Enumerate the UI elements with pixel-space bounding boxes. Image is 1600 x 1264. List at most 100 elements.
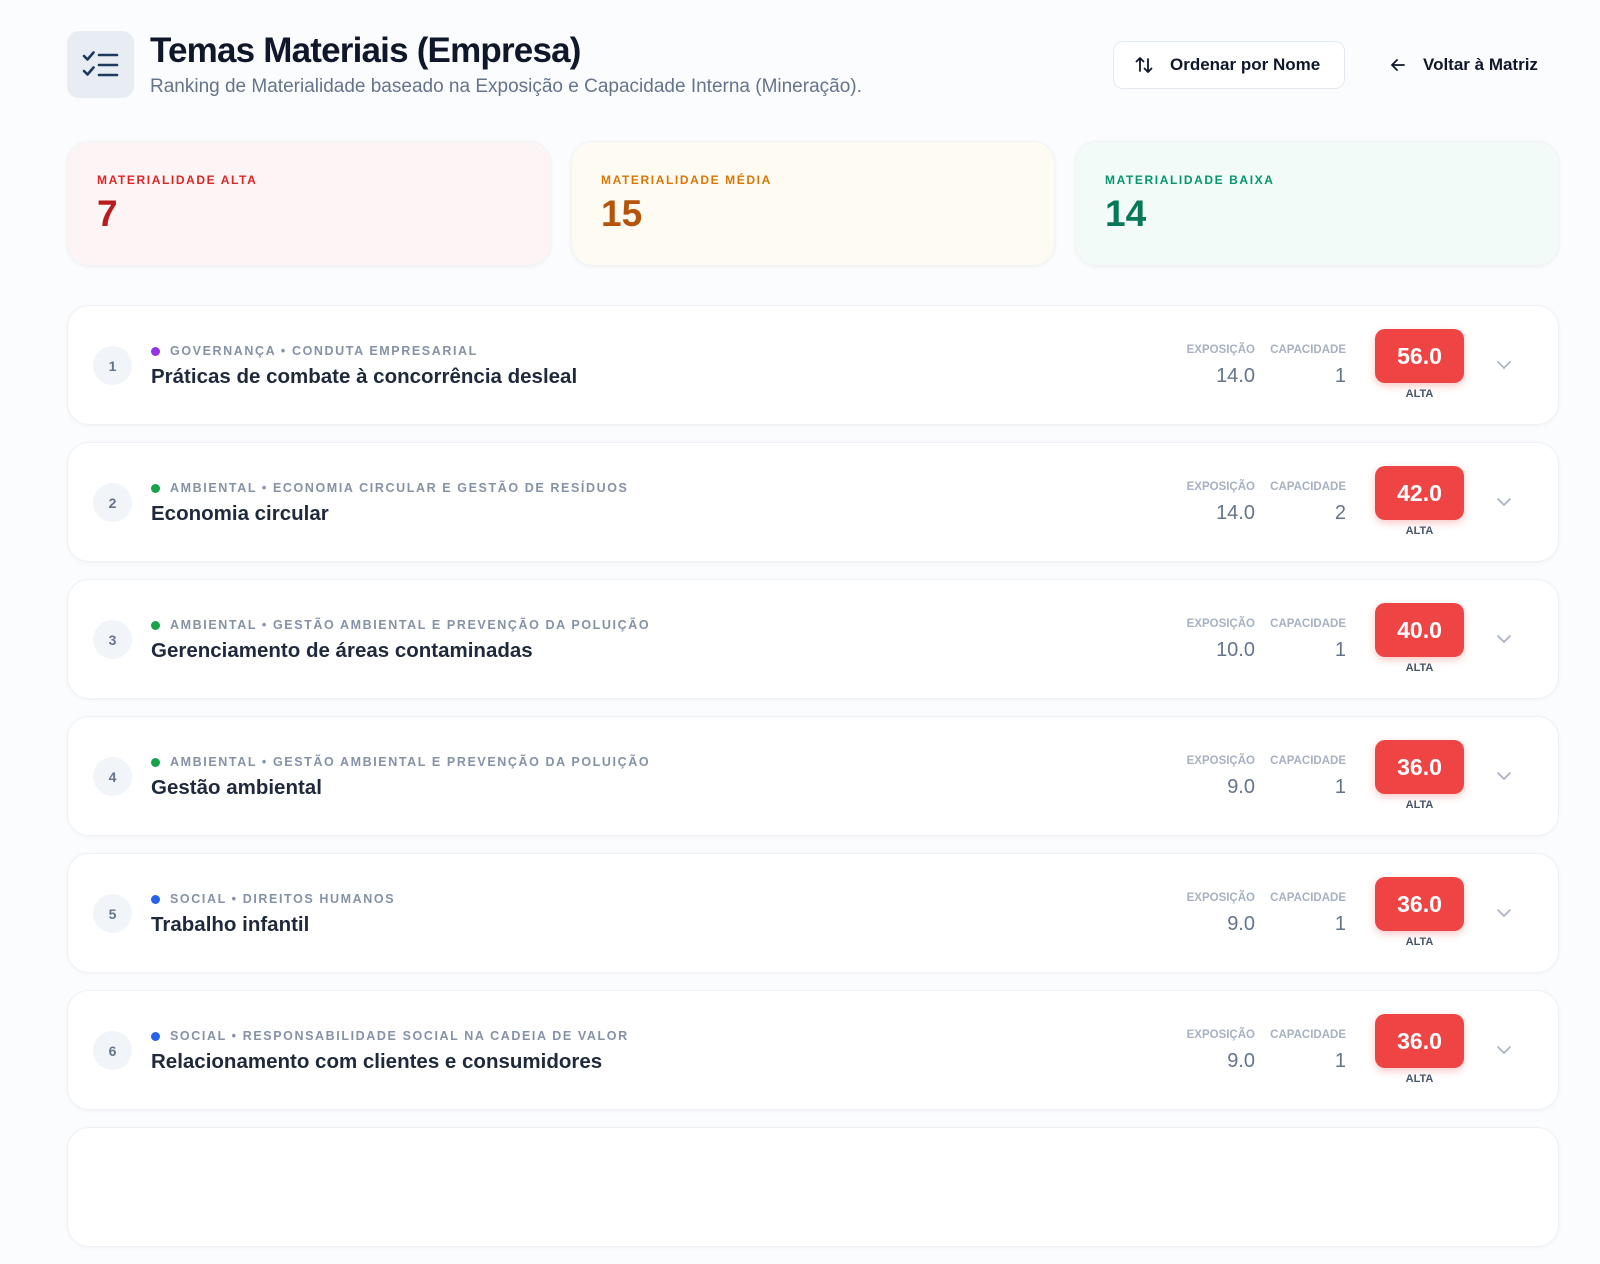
- expand-chevron[interactable]: [1495, 493, 1513, 516]
- exposure-label: EXPOSIÇÃO: [1186, 618, 1255, 630]
- page-icon: [67, 31, 134, 98]
- topic-row[interactable]: 1 GOVERNANÇA • CONDUTA EMPRESARIAL Prática…: [67, 305, 1559, 425]
- expand-chevron[interactable]: [1495, 1041, 1513, 1064]
- summary-cards: MATERIALIDADE ALTA 7 MATERIALIDADE MÉDIA 15…: [67, 141, 1559, 266]
- exposure-label: EXPOSIÇÃO: [1186, 481, 1255, 493]
- rank-badge: 3: [93, 620, 132, 659]
- exposure-value: 14.0: [1216, 365, 1255, 387]
- page-title: Temas Materiais (Empresa): [150, 31, 581, 70]
- capacity-value: 1: [1334, 365, 1346, 387]
- topic-row[interactable]: 5 SOCIAL • DIREITOS HUMANOS Trabalho infan…: [67, 853, 1559, 973]
- capacity-metric: CAPACIDADE 2: [1270, 481, 1346, 525]
- category-text: GOVERNANÇA • CONDUTA EMPRESARIAL: [170, 344, 478, 358]
- level-label: ALTA: [1405, 936, 1434, 948]
- capacity-metric: CAPACIDADE 1: [1270, 344, 1346, 388]
- category-dot: [151, 346, 160, 356]
- summary-card: MATERIALIDADE MÉDIA 15: [571, 141, 1055, 266]
- summary-value: 14: [1105, 193, 1147, 234]
- score-badge: 36.0: [1375, 740, 1464, 794]
- capacity-label: CAPACIDADE: [1270, 755, 1346, 767]
- category-text: AMBIENTAL • GESTÃO AMBIENTAL E PREVENÇÃO…: [170, 618, 651, 632]
- topic-row[interactable]: 2 AMBIENTAL • ECONOMIA CIRCULAR E GESTÃO …: [67, 442, 1559, 562]
- capacity-metric: CAPACIDADE 1: [1270, 1029, 1346, 1073]
- page: Temas Materiais { "header": { "title": "…: [67, 31, 1559, 1247]
- summary-value: 7: [97, 193, 118, 234]
- chevron-icon: [1497, 361, 1511, 369]
- exposure-metric: EXPOSIÇÃO 14.0: [1187, 481, 1255, 525]
- level-label: ALTA: [1405, 525, 1434, 537]
- topic-title: Práticas de combate à concorrência desle…: [151, 365, 578, 388]
- category-dot: [151, 894, 160, 904]
- topic-list: 1 GOVERNANÇA • CONDUTA EMPRESARIAL Prática…: [67, 305, 1559, 1264]
- sort-icon: [1135, 57, 1153, 73]
- rank-badge: 5: [93, 894, 132, 933]
- summary-label: MATERIALIDADE BAIXA: [1105, 173, 1275, 187]
- capacity-label: CAPACIDADE: [1270, 618, 1346, 630]
- rank-badge: 1: [93, 346, 132, 385]
- exposure-value: 10.0: [1216, 639, 1255, 661]
- expand-chevron[interactable]: [1495, 356, 1513, 379]
- topic-category: AMBIENTAL • GESTÃO AMBIENTAL E PREVENÇÃO…: [151, 618, 650, 632]
- rank-badge: 6: [93, 1031, 132, 1070]
- category-text: AMBIENTAL • GESTÃO AMBIENTAL E PREVENÇÃO…: [170, 755, 651, 769]
- chevron-icon: [1497, 498, 1511, 506]
- sort-label: Ordenar por Nome: [1170, 55, 1321, 74]
- topic-title: Trabalho infantil: [151, 913, 310, 936]
- rank-badge: 4: [93, 757, 132, 796]
- category-dot: [151, 483, 160, 493]
- topic-category: GOVERNANÇA • CONDUTA EMPRESARIAL: [151, 344, 478, 358]
- expand-chevron[interactable]: [1495, 904, 1513, 927]
- topic-category: SOCIAL • DIREITOS HUMANOS: [151, 892, 395, 906]
- capacity-value: 1: [1334, 639, 1346, 661]
- topic-title: Economia circular: [151, 502, 329, 525]
- chevron-icon: [1497, 909, 1511, 917]
- exposure-value: 9.0: [1227, 1050, 1255, 1072]
- topic-category: SOCIAL • RESPONSABILIDADE SOCIAL NA CADE…: [151, 1029, 629, 1043]
- category-dot: [151, 1031, 160, 1041]
- capacity-metric: CAPACIDADE 1: [1270, 755, 1346, 799]
- back-button[interactable]: Voltar à Matriz: [1377, 41, 1538, 89]
- back-label: Voltar à Matriz: [1423, 55, 1538, 74]
- page-body: Temas Materiais (Empresa) Ranking de Mat…: [67, 31, 1559, 1247]
- topic-title: Relacionamento com clientes e consumidor…: [151, 1050, 603, 1073]
- topic-row-partial: [67, 1127, 1559, 1247]
- exposure-metric: EXPOSIÇÃO 9.0: [1187, 755, 1255, 799]
- score-badge: 36.0: [1375, 1014, 1464, 1068]
- topic-category: AMBIENTAL • ECONOMIA CIRCULAR E GESTÃO D…: [151, 481, 628, 495]
- topic-row[interactable]: 4 AMBIENTAL • GESTÃO AMBIENTAL E PREVENÇÃ…: [67, 716, 1559, 836]
- capacity-value: 2: [1334, 502, 1346, 524]
- page-subtitle: Ranking de Materialidade baseado na Expo…: [150, 76, 862, 97]
- summary-label: MATERIALIDADE MÉDIA: [601, 173, 772, 187]
- capacity-metric: CAPACIDADE 1: [1270, 618, 1346, 662]
- exposure-label: EXPOSIÇÃO: [1186, 1029, 1255, 1041]
- sort-button[interactable]: Ordenar por Nome: [1113, 41, 1345, 89]
- capacity-value: 1: [1334, 1050, 1346, 1072]
- back-icon: [1391, 59, 1405, 71]
- expand-chevron[interactable]: [1495, 630, 1513, 653]
- score-badge: 56.0: [1375, 329, 1464, 383]
- exposure-metric: EXPOSIÇÃO 9.0: [1187, 1029, 1255, 1073]
- chevron-icon: [1497, 635, 1511, 643]
- topic-title: Gerenciamento de áreas contaminadas: [151, 639, 533, 662]
- exposure-metric: EXPOSIÇÃO 9.0: [1187, 892, 1255, 936]
- summary-card: MATERIALIDADE ALTA 7: [67, 141, 551, 266]
- capacity-label: CAPACIDADE: [1270, 1029, 1346, 1041]
- exposure-label: EXPOSIÇÃO: [1186, 755, 1255, 767]
- topic-row[interactable]: 3 AMBIENTAL • GESTÃO AMBIENTAL E PREVENÇÃ…: [67, 579, 1559, 699]
- capacity-metric: CAPACIDADE 1: [1270, 892, 1346, 936]
- rank-badge: 2: [93, 483, 132, 522]
- exposure-value: 9.0: [1227, 913, 1255, 935]
- category-dot: [151, 620, 160, 630]
- level-label: ALTA: [1405, 662, 1434, 674]
- topic-category: AMBIENTAL • GESTÃO AMBIENTAL E PREVENÇÃO…: [151, 755, 650, 769]
- capacity-label: CAPACIDADE: [1270, 344, 1346, 356]
- category-text: SOCIAL • DIREITOS HUMANOS: [170, 892, 396, 906]
- summary-label: MATERIALIDADE ALTA: [97, 173, 258, 187]
- topic-row[interactable]: 6 SOCIAL • RESPONSABILIDADE SOCIAL NA CAD…: [67, 990, 1559, 1110]
- level-label: ALTA: [1405, 388, 1434, 400]
- capacity-value: 1: [1334, 913, 1346, 935]
- exposure-metric: EXPOSIÇÃO 10.0: [1187, 618, 1255, 662]
- chevron-icon: [1497, 772, 1511, 780]
- expand-chevron[interactable]: [1495, 767, 1513, 790]
- exposure-value: 9.0: [1227, 776, 1255, 798]
